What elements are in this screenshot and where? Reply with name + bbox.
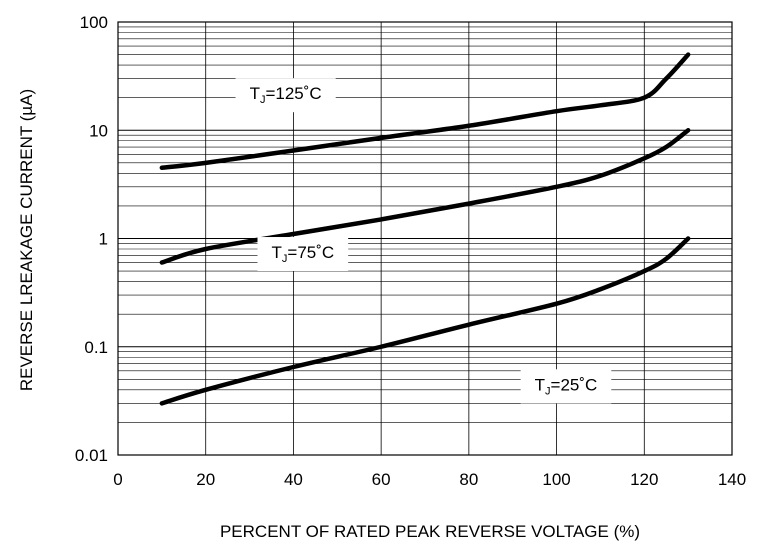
x-tick-label: 140: [718, 470, 746, 489]
y-tick-label: 1: [99, 230, 108, 249]
y-tick-label: 100: [80, 13, 108, 32]
x-tick-label: 100: [542, 470, 570, 489]
series-lines: [159, 52, 691, 406]
x-tick-label: 20: [196, 470, 215, 489]
annotation-text: TJ=125˚C: [250, 84, 322, 106]
tick-labels: 0 20 40 60 80 100 120 140 0.01 0.1 1 10 100: [75, 13, 746, 489]
x-tick-label: 0: [113, 470, 122, 489]
plot-frame: [117, 21, 733, 456]
y-tick-label: 10: [89, 121, 108, 140]
y-axis-label: REVERSE LREAKAGE CURRENT (µA): [17, 89, 36, 391]
x-tick-label: 40: [284, 470, 303, 489]
x-tick-label: 120: [630, 470, 658, 489]
annotation-text: TJ=25˚C: [535, 375, 598, 397]
plot-border: [117, 21, 733, 456]
annotation-background: [520, 369, 612, 404]
series-annotation: TJ=75˚C: [257, 237, 349, 272]
series-annotation: TJ=125˚C: [235, 78, 336, 113]
y-tick-label: 0.1: [84, 338, 108, 357]
annotation-text: TJ=75˚C: [272, 243, 335, 265]
series-annotation: TJ=25˚C: [520, 369, 612, 404]
series-line: [159, 128, 691, 265]
annotation-background: [235, 78, 336, 113]
x-axis-label: PERCENT OF RATED PEAK REVERSE VOLTAGE (%…: [220, 522, 640, 541]
annotation-background: [257, 237, 349, 272]
x-tick-label: 60: [372, 470, 391, 489]
y-tick-label: 0.01: [75, 446, 108, 465]
series-annotations: TJ=125˚C TJ=75˚C TJ=25˚C: [235, 78, 612, 404]
grid-lines: [117, 22, 733, 456]
series-line: [159, 52, 691, 171]
x-tick-label: 80: [459, 470, 478, 489]
series-line: [159, 236, 691, 406]
